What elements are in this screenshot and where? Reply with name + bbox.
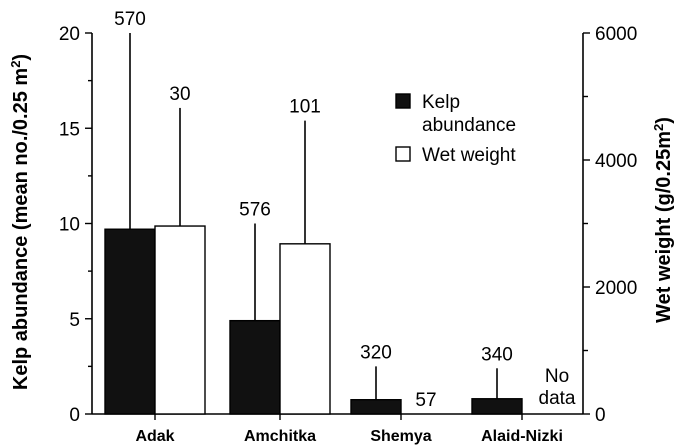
bar-wet-weight <box>279 243 331 415</box>
category-label: Adak <box>135 428 174 445</box>
category-label: Amchitka <box>244 428 316 445</box>
left-tick-label: 0 <box>69 405 80 426</box>
bar-kelp-abundance <box>350 399 402 415</box>
right-axis-title: Wet weight (g/0.25m2) <box>651 117 676 323</box>
bar-kelp-abundance <box>104 228 156 415</box>
right-tick-label: 6000 <box>595 24 637 45</box>
n-label-wet: 57 <box>415 390 436 411</box>
legend-label: Wet weight <box>422 145 516 166</box>
left-axis-title: Kelp abundance (mean no./0.25 m2) <box>8 54 33 390</box>
legend-label: Kelp abundance <box>422 92 516 136</box>
n-label-kelp: 576 <box>239 200 271 221</box>
n-label-wet: 30 <box>169 84 190 105</box>
right-tick-label: 2000 <box>595 278 637 299</box>
axes-group: 0 5 10 15 20 0 2000 4000 6000 Adak Amchitka Shemya A… <box>8 24 676 445</box>
left-tick-label: 20 <box>59 24 80 45</box>
legend-swatch <box>395 93 411 109</box>
right-tick-label: 4000 <box>595 151 637 172</box>
n-label-kelp: 340 <box>481 344 513 365</box>
labels-group: 570 30 576 101 320 57 340 No data <box>114 9 576 411</box>
left-tick-label: 15 <box>59 119 80 140</box>
category-label: Alaid-Nizki <box>481 428 563 445</box>
left-tick-label: 10 <box>59 215 80 236</box>
legend-swatch <box>395 146 411 162</box>
left-tick-label: 5 <box>69 310 80 331</box>
n-label-wet: 101 <box>289 97 321 118</box>
legend: Kelp abundance Wet weight <box>395 92 516 166</box>
bar-wet-weight <box>154 225 206 415</box>
bar-kelp-abundance <box>229 319 281 415</box>
bar-kelp-abundance <box>471 398 523 415</box>
category-label: Shemya <box>370 428 431 445</box>
error-bars-group <box>129 33 498 400</box>
n-label-kelp: 320 <box>360 342 392 363</box>
n-label-kelp: 570 <box>114 9 146 30</box>
bars-group <box>104 225 523 415</box>
right-tick-label: 0 <box>595 405 606 426</box>
annotation-no-data: No data <box>539 366 576 409</box>
